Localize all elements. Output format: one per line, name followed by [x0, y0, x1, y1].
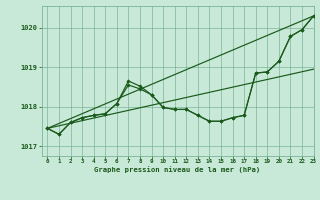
X-axis label: Graphe pression niveau de la mer (hPa): Graphe pression niveau de la mer (hPa): [94, 167, 261, 173]
